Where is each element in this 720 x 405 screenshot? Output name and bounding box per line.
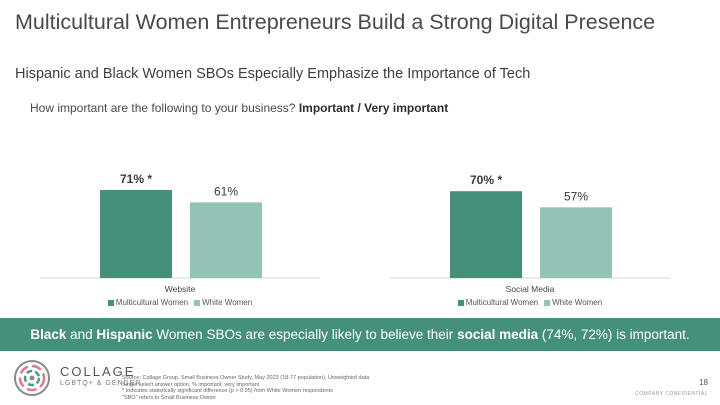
legend-item: White Women — [544, 298, 602, 307]
banner-text-2: Women SBOs are especially likely to beli… — [152, 327, 458, 342]
survey-question: How important are the following to your … — [30, 101, 448, 115]
source-line: Single select answer option, % important… — [122, 381, 260, 388]
social-media-chart-svg: 70% * 57% Social Media — [390, 173, 670, 294]
legend-label: White Women — [552, 298, 603, 307]
data-label: 57% — [564, 189, 588, 203]
page-number: 18 — [699, 378, 708, 387]
social-media-chart-legend: Multicultural Women White Women — [370, 298, 690, 307]
key-insight-banner: Black and Hispanic Women SBOs are especi… — [0, 318, 720, 351]
bar-white-women — [540, 207, 612, 278]
legend-label: Multicultural Women — [465, 298, 539, 307]
brand-subtitle: LGBTQ+ & GENDER — [60, 380, 142, 387]
banner-bold-social-media: social media — [457, 327, 539, 342]
data-label: 71% * — [120, 172, 152, 186]
data-label: 70% * — [470, 173, 502, 187]
legend-swatch — [194, 299, 201, 306]
source-notes: Source: Collage Group, Small Business Ow… — [122, 375, 369, 401]
website-chart-svg: 71% * 61% Website — [40, 172, 320, 294]
brand-name: COLLAGE — [60, 364, 136, 379]
bar-multicultural-women — [100, 189, 172, 278]
banner-text-3: (74%, 72%) is important. — [538, 327, 690, 342]
website-chart-legend: Multicultural Women White Women — [20, 298, 340, 307]
question-text: How important are the following to your … — [30, 101, 296, 115]
page-subtitle: Hispanic and Black Women SBOs Especially… — [15, 66, 531, 82]
bar-multicultural-women — [450, 191, 522, 278]
banner-bold-hispanic: Hispanic — [96, 327, 153, 342]
question-emphasis: Important / Very important — [298, 101, 449, 115]
legend-label: White Women — [202, 298, 253, 307]
category-label: Social Media — [506, 284, 555, 294]
collage-logo-icon — [14, 360, 50, 396]
source-line: * Indicates statistically significant di… — [122, 388, 333, 394]
source-line: "SBO" refers to Small Business Owner — [122, 394, 217, 401]
legend-swatch — [107, 299, 114, 306]
legend-swatch — [457, 299, 464, 306]
social-media-chart: 70% * 57% Social Media Multicultural Women… — [370, 150, 690, 318]
banner-text-1: and — [66, 327, 97, 342]
legend-item: Multicultural Women — [107, 298, 189, 307]
category-label: Website — [165, 284, 196, 294]
confidential-label: COMPANY CONFIDENTIAL — [635, 391, 708, 397]
bar-white-women — [190, 202, 262, 278]
banner-bold-black: Black — [30, 327, 67, 342]
legend-item: Multicultural Women — [457, 298, 539, 307]
source-line: Source: Collage Group, Small Business Ow… — [122, 375, 370, 381]
legend-swatch — [544, 299, 551, 306]
website-chart: 71% * 61% Website Multicultural Women White… — [20, 150, 340, 318]
legend-item: White Women — [194, 298, 252, 307]
data-label: 61% — [214, 184, 238, 198]
page-title: Multicultural Women Entrepreneurs Build … — [15, 10, 656, 34]
legend-label: Multicultural Women — [115, 298, 189, 307]
